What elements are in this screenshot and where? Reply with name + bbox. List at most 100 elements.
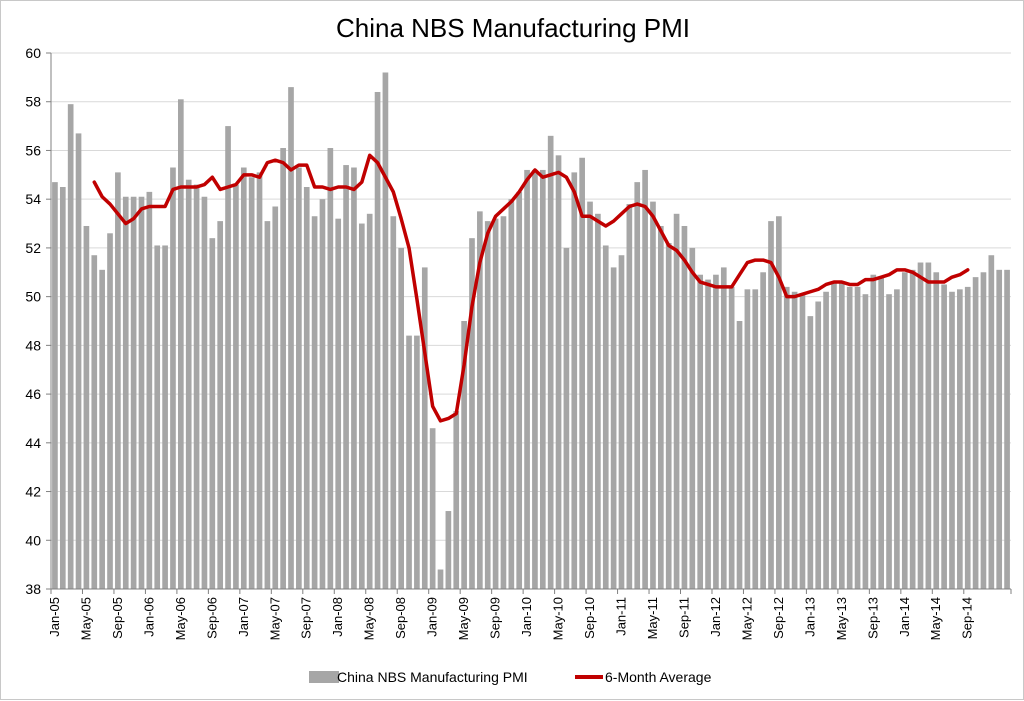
pmi-bar (524, 169, 530, 590)
pmi-bar (728, 286, 735, 589)
y-tick-label: 38 (25, 581, 41, 597)
pmi-bar (673, 213, 680, 590)
pmi-bar (901, 272, 908, 589)
x-tick-label: May-09 (456, 597, 471, 640)
pmi-bar (563, 247, 570, 589)
pmi-bar (52, 182, 58, 590)
x-tick-label: Jan-14 (897, 597, 912, 637)
y-tick-label: 40 (25, 532, 41, 548)
pmi-bar (272, 206, 279, 589)
pmi-bar (256, 172, 263, 589)
pmi-bar (658, 225, 664, 589)
pmi-bar (831, 282, 837, 589)
x-tick-label: Jan-11 (613, 597, 628, 636)
pmi-bar (311, 216, 318, 589)
legend-line-label: 6-Month Average (605, 669, 712, 685)
chart-title: China NBS Manufacturing PMI (336, 13, 690, 43)
pmi-bar (626, 204, 633, 589)
pmi-bar (799, 294, 806, 589)
pmi-bar (909, 269, 916, 589)
pmi-bar (862, 294, 869, 589)
pmi-bar (107, 233, 113, 590)
pmi-bar (618, 255, 625, 589)
pmi-bar (713, 274, 719, 589)
x-tick-label: May-13 (834, 597, 849, 640)
pmi-bar (351, 167, 357, 589)
x-tick-label: Sep-05 (110, 597, 125, 639)
pmi-bar (988, 255, 995, 589)
x-tick-label: May-10 (551, 597, 566, 640)
pmi-bar (681, 225, 688, 589)
pmi-bar (154, 245, 161, 590)
pmi-bar (178, 99, 184, 590)
x-tick-label: May-14 (928, 597, 943, 640)
pmi-bar (602, 245, 609, 590)
pmi-bar (823, 291, 829, 589)
x-tick-label: May-08 (362, 597, 377, 640)
pmi-bar (941, 284, 947, 589)
pmi-bar (170, 167, 176, 589)
legend-bar-label: China NBS Manufacturing PMI (337, 669, 528, 685)
pmi-bar (421, 267, 428, 589)
pmi-bar (484, 221, 491, 590)
y-tick-label: 54 (25, 191, 41, 207)
x-tick-label: Sep-12 (771, 597, 786, 639)
pmi-bar (406, 335, 412, 589)
pmi-bar (508, 199, 515, 589)
pmi-bar (469, 238, 475, 589)
y-tick-label: 46 (25, 386, 41, 402)
pmi-bar (760, 272, 766, 589)
pmi-bar (776, 216, 782, 589)
pmi-bar (233, 184, 239, 589)
pmi-bar (720, 267, 727, 589)
pmi-bar (744, 289, 751, 589)
x-tick-label: Sep-07 (299, 597, 314, 639)
pmi-bar (201, 196, 208, 589)
pmi-bar (288, 87, 294, 589)
bar-series (52, 72, 1010, 590)
y-tick-label: 58 (25, 94, 41, 110)
pmi-bar (83, 225, 90, 589)
x-tick-label: Jan-06 (141, 597, 156, 637)
pmi-bar (917, 262, 924, 589)
pmi-bar (539, 169, 546, 590)
pmi-bar (980, 272, 987, 589)
pmi-bar (964, 286, 971, 589)
pmi-bar (67, 104, 74, 589)
pmi-bar (477, 211, 483, 589)
pmi-bar (870, 274, 877, 589)
pmi-bar (296, 167, 302, 589)
pmi-bar (115, 172, 121, 589)
x-tick-label: Jan-10 (519, 597, 534, 637)
average-line-series (92, 153, 970, 423)
pmi-bar (414, 335, 420, 589)
x-tick-label: Sep-14 (960, 597, 975, 639)
pmi-bar (516, 191, 523, 589)
pmi-bar (319, 199, 326, 589)
pmi-bar (429, 428, 436, 589)
pmi-bar (996, 269, 1003, 589)
pmi-bar (697, 274, 704, 589)
pmi-bar (453, 411, 460, 589)
pmi-bar (642, 169, 648, 590)
pmi-bar (957, 289, 963, 589)
pmi-bar (571, 172, 578, 589)
x-tick-label: Sep-09 (488, 597, 503, 639)
pmi-bar (532, 169, 538, 590)
pmi-bar (650, 201, 656, 590)
x-tick-label: Jan-13 (802, 597, 817, 637)
pmi-bar (595, 213, 601, 590)
pmi-bar (130, 196, 137, 589)
x-tick-label: May-06 (173, 597, 188, 640)
pmi-bar (705, 279, 711, 589)
pmi-bar (878, 277, 884, 589)
pmi-bar (193, 184, 200, 589)
pmi-bar (894, 289, 900, 589)
x-tick-label: May-07 (267, 597, 282, 640)
pmi-bar (327, 148, 334, 589)
pmi-bar (343, 165, 349, 589)
pmi-bar (555, 155, 562, 589)
pmi-bar (925, 262, 932, 589)
